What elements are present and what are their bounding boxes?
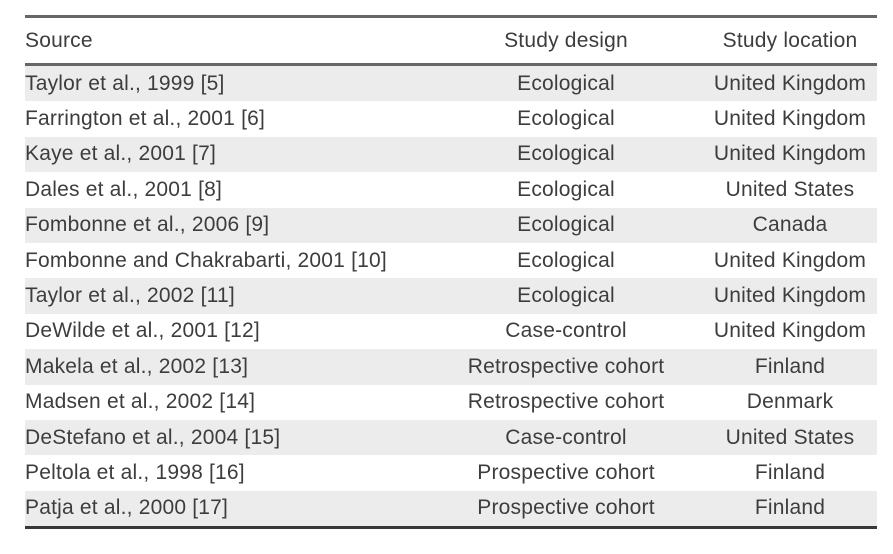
table-row: DeStefano et al., 2004 [15] Case-control… [25, 419, 877, 456]
table-row: Fombonne and Chakrabarti, 2001 [10] Ecol… [25, 243, 877, 278]
location-cell: United Kingdom [713, 142, 867, 166]
location-cell: United Kingdom [713, 284, 867, 308]
table-row: Fombonne et al., 2006 [9] Ecological Can… [25, 207, 877, 243]
location-cell: United States [725, 177, 855, 201]
table-row: Makela et al., 2002 [13] Retrospective c… [25, 349, 877, 385]
design-cell: Prospective cohort [477, 496, 655, 520]
source-cell: Dales et al., 2001 [8] [25, 177, 223, 201]
design-cell: Retrospective cohort [467, 354, 665, 378]
table-row: Madsen et al., 2002 [14] Retrospective c… [25, 385, 877, 420]
design-cell: Ecological [517, 142, 615, 166]
location-cell: United Kingdom [713, 248, 867, 272]
table-row: Taylor et al., 2002 [11] Ecological Unit… [25, 278, 877, 314]
column-header-location: Study location [703, 16, 877, 66]
location-cell: United Kingdom [713, 71, 867, 95]
studies-table-container: Source Study design Study location Taylo… [25, 15, 877, 530]
location-cell: Canada [752, 213, 828, 237]
table-header: Source Study design Study location [25, 16, 877, 66]
location-cell: United Kingdom [713, 107, 867, 131]
design-cell: Ecological [517, 284, 615, 308]
design-cell: Ecological [517, 107, 615, 131]
source-cell: DeWilde et al., 2001 [12] [25, 319, 260, 343]
design-cell: Prospective cohort [477, 460, 655, 484]
source-cell: DeStefano et al., 2004 [15] [25, 425, 281, 449]
location-cell: Denmark [746, 390, 834, 414]
design-cell: Case-control [505, 425, 627, 449]
column-header-design: Study design [429, 16, 703, 66]
table-row: Patja et al., 2000 [17] Prospective coho… [25, 490, 877, 528]
header-row: Source Study design Study location [25, 16, 877, 66]
source-cell: Madsen et al., 2002 [14] [25, 390, 256, 414]
table-row: Peltola et al., 1998 [16] Prospective co… [25, 455, 877, 490]
source-cell: Fombonne and Chakrabarti, 2001 [10] [25, 248, 387, 272]
source-cell: Peltola et al., 1998 [16] [25, 460, 245, 484]
table-row: DeWilde et al., 2001 [12] Case-control U… [25, 314, 877, 349]
design-cell: Ecological [517, 177, 615, 201]
source-cell: Taylor et al., 1999 [5] [25, 71, 225, 95]
location-cell: United States [725, 425, 855, 449]
table-row: Farrington et al., 2001 [6] Ecological U… [25, 101, 877, 136]
design-cell: Retrospective cohort [467, 390, 665, 414]
source-cell: Kaye et al., 2001 [7] [25, 142, 216, 166]
source-cell: Fombonne et al., 2006 [9] [25, 213, 270, 237]
design-cell: Ecological [517, 71, 615, 95]
design-cell: Case-control [505, 319, 627, 343]
location-cell: Finland [754, 354, 826, 378]
source-cell: Farrington et al., 2001 [6] [25, 107, 266, 131]
studies-table: Source Study design Study location Taylo… [25, 15, 877, 530]
source-cell: Makela et al., 2002 [13] [25, 354, 249, 378]
location-cell: Finland [754, 460, 826, 484]
table-row: Kaye et al., 2001 [7] Ecological United … [25, 136, 877, 173]
table-row: Dales et al., 2001 [8] Ecological United… [25, 172, 877, 207]
location-cell: United Kingdom [713, 319, 867, 343]
design-cell: Ecological [517, 213, 615, 237]
location-cell: Finland [754, 496, 826, 520]
source-cell: Patja et al., 2000 [17] [25, 496, 229, 520]
table-row: Taylor et al., 1999 [5] Ecological Unite… [25, 64, 877, 102]
design-cell: Ecological [517, 248, 615, 272]
source-cell: Taylor et al., 2002 [11] [25, 284, 235, 308]
table-body: Taylor et al., 1999 [5] Ecological Unite… [25, 64, 877, 528]
column-header-source: Source [25, 16, 429, 66]
